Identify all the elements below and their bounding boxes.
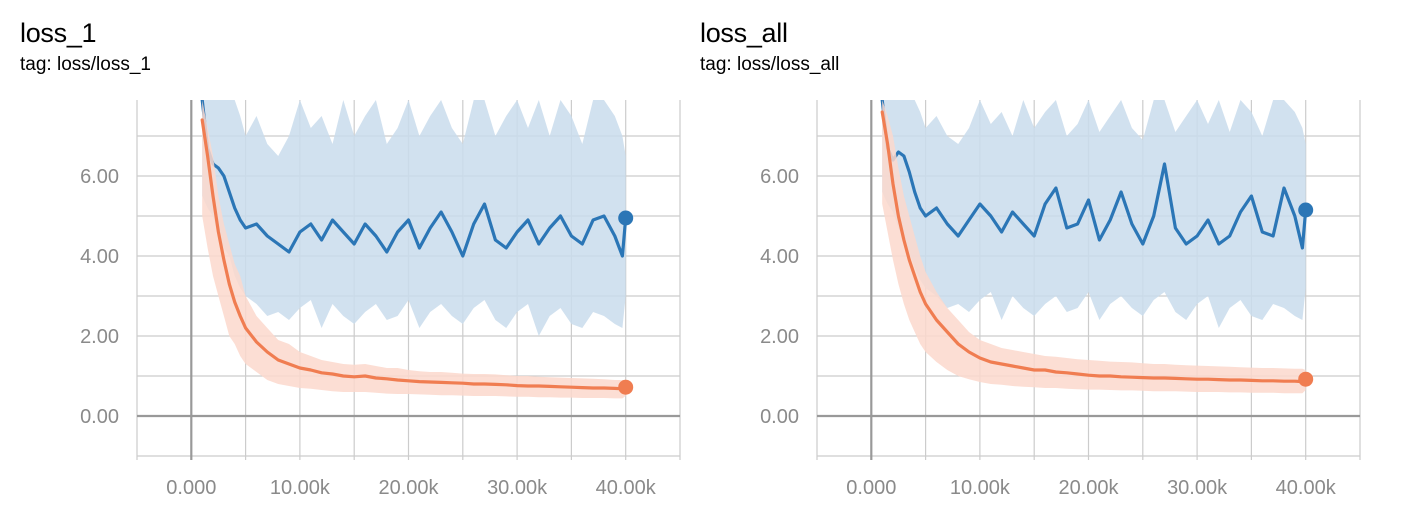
y-tick-label: 2.00 — [80, 326, 119, 348]
series-orange-line — [200, 118, 628, 391]
series-blue-line — [200, 100, 628, 258]
chart-title: loss_1 — [20, 18, 97, 48]
chart-panel-loss-all: loss_all tag: loss/loss_all 0.000 10.00k 2… — [700, 0, 1380, 508]
series-orange-end-marker — [1298, 371, 1314, 387]
series-blue-end-marker — [1298, 202, 1314, 218]
y-tick-label: 2.00 — [760, 326, 799, 348]
x-tick-label: 20.00k — [378, 477, 439, 499]
chart-title: loss_all — [700, 18, 788, 48]
y-tick-label: 6.00 — [80, 166, 119, 188]
series-orange-line — [880, 110, 1308, 384]
chart-plot[interactable]: 0.000 10.00k 20.00k 30.00k 40.00k 0.00 2.00 4.0… — [20, 0, 700, 508]
series-group — [200, 100, 628, 399]
series-orange-end-marker — [618, 379, 634, 395]
x-tick-label: 40.00k — [1276, 477, 1337, 499]
x-tick-label: 40.00k — [596, 477, 657, 499]
x-tick-label: 20.00k — [1058, 477, 1119, 499]
x-tick-label: 30.00k — [1167, 477, 1228, 499]
chart-plot[interactable]: 0.000 10.00k 20.00k 30.00k 40.00k 0.00 2.00 4.0… — [700, 0, 1380, 508]
y-tick-label: 6.00 — [760, 166, 799, 188]
y-tick-label: 0.00 — [80, 406, 119, 428]
series-blue-end-marker — [618, 210, 634, 226]
chart-panel-loss-1: loss_1 tag: loss/loss_1 0.000 10.00k 20.00… — [20, 0, 700, 508]
x-tick-label: 0.000 — [846, 477, 896, 499]
x-tick-label: 30.00k — [487, 477, 548, 499]
x-tick-label: 10.00k — [270, 477, 331, 499]
x-tick-label: 0.000 — [166, 477, 216, 499]
y-tick-label: 0.00 — [760, 406, 799, 428]
chart-tag: tag: loss/loss_1 — [20, 54, 151, 75]
chart-tag: tag: loss/loss_all — [700, 54, 840, 75]
x-tick-label: 10.00k — [950, 477, 1011, 499]
series-blue-line — [880, 100, 1308, 250]
y-tick-label: 4.00 — [760, 246, 799, 268]
y-tick-label: 4.00 — [80, 246, 119, 268]
series-blue-raw-band — [202, 100, 626, 336]
series-group — [880, 100, 1308, 394]
